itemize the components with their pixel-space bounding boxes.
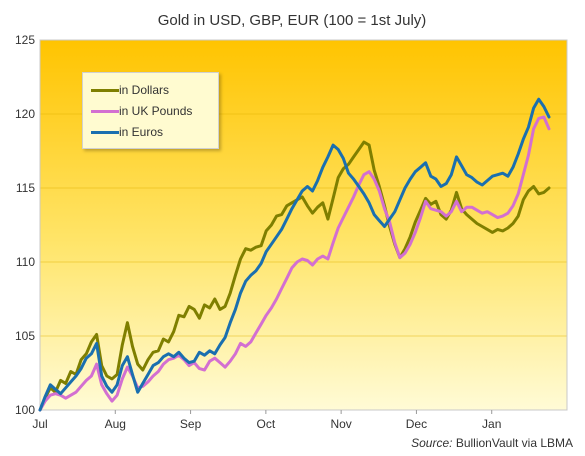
x-tick-label-Sep: Sep xyxy=(180,417,202,431)
legend-item-dollars: in Dollars xyxy=(83,81,169,99)
y-tick-label-100: 100 xyxy=(15,403,35,417)
legend-swatch-pounds xyxy=(91,109,119,113)
chart-title: Gold in USD, GBP, EUR (100 = 1st July) xyxy=(158,12,427,29)
source-prefix: Source: xyxy=(411,436,453,450)
source-text: BullionVault via LBMA xyxy=(455,436,573,450)
x-tick-label-Aug: Aug xyxy=(105,417,126,431)
legend-item-pounds: in UK Pounds xyxy=(83,102,192,120)
x-tick-label-Nov: Nov xyxy=(330,417,351,431)
legend-label-euros: in Euros xyxy=(119,125,164,139)
series-line-euros xyxy=(38,97,551,412)
legend: in Dollars in UK Pounds in Euros xyxy=(82,72,219,149)
x-tick-label-Jul: Jul xyxy=(32,417,47,431)
legend-swatch-euros xyxy=(91,130,119,134)
legend-label-dollars: in Dollars xyxy=(119,83,170,97)
source-note: Source: BullionVault via LBMA xyxy=(411,436,573,450)
y-tick-label-110: 110 xyxy=(16,255,35,269)
y-tick-label-125: 125 xyxy=(15,33,35,47)
legend-item-euros: in Euros xyxy=(83,123,163,141)
x-tick-label-Oct: Oct xyxy=(257,417,276,431)
legend-label-pounds: in UK Pounds xyxy=(119,104,193,118)
legend-swatch-dollars xyxy=(91,88,119,92)
plot-border xyxy=(39,39,568,411)
y-tick-label-120: 120 xyxy=(15,107,35,121)
x-tick-label-Jan: Jan xyxy=(482,417,501,431)
series-line-pounds xyxy=(38,115,551,412)
y-tick-label-105: 105 xyxy=(15,329,35,343)
y-tick-label-115: 115 xyxy=(16,181,35,195)
x-tick-label-Dec: Dec xyxy=(406,417,427,431)
